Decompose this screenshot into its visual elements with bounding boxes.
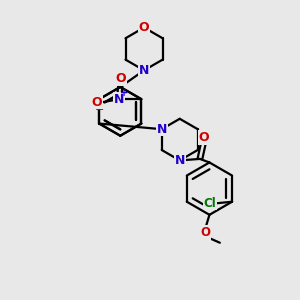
Text: O: O — [200, 226, 210, 239]
Text: O: O — [139, 21, 149, 34]
Text: O: O — [92, 96, 102, 109]
Text: N: N — [157, 123, 167, 136]
Text: +: + — [120, 88, 128, 98]
Text: Cl: Cl — [203, 197, 216, 210]
Text: N: N — [114, 93, 124, 106]
Text: O: O — [115, 72, 126, 85]
Text: −: − — [94, 105, 104, 115]
Text: N: N — [139, 64, 149, 77]
Text: N: N — [175, 154, 185, 167]
Text: O: O — [199, 131, 209, 144]
